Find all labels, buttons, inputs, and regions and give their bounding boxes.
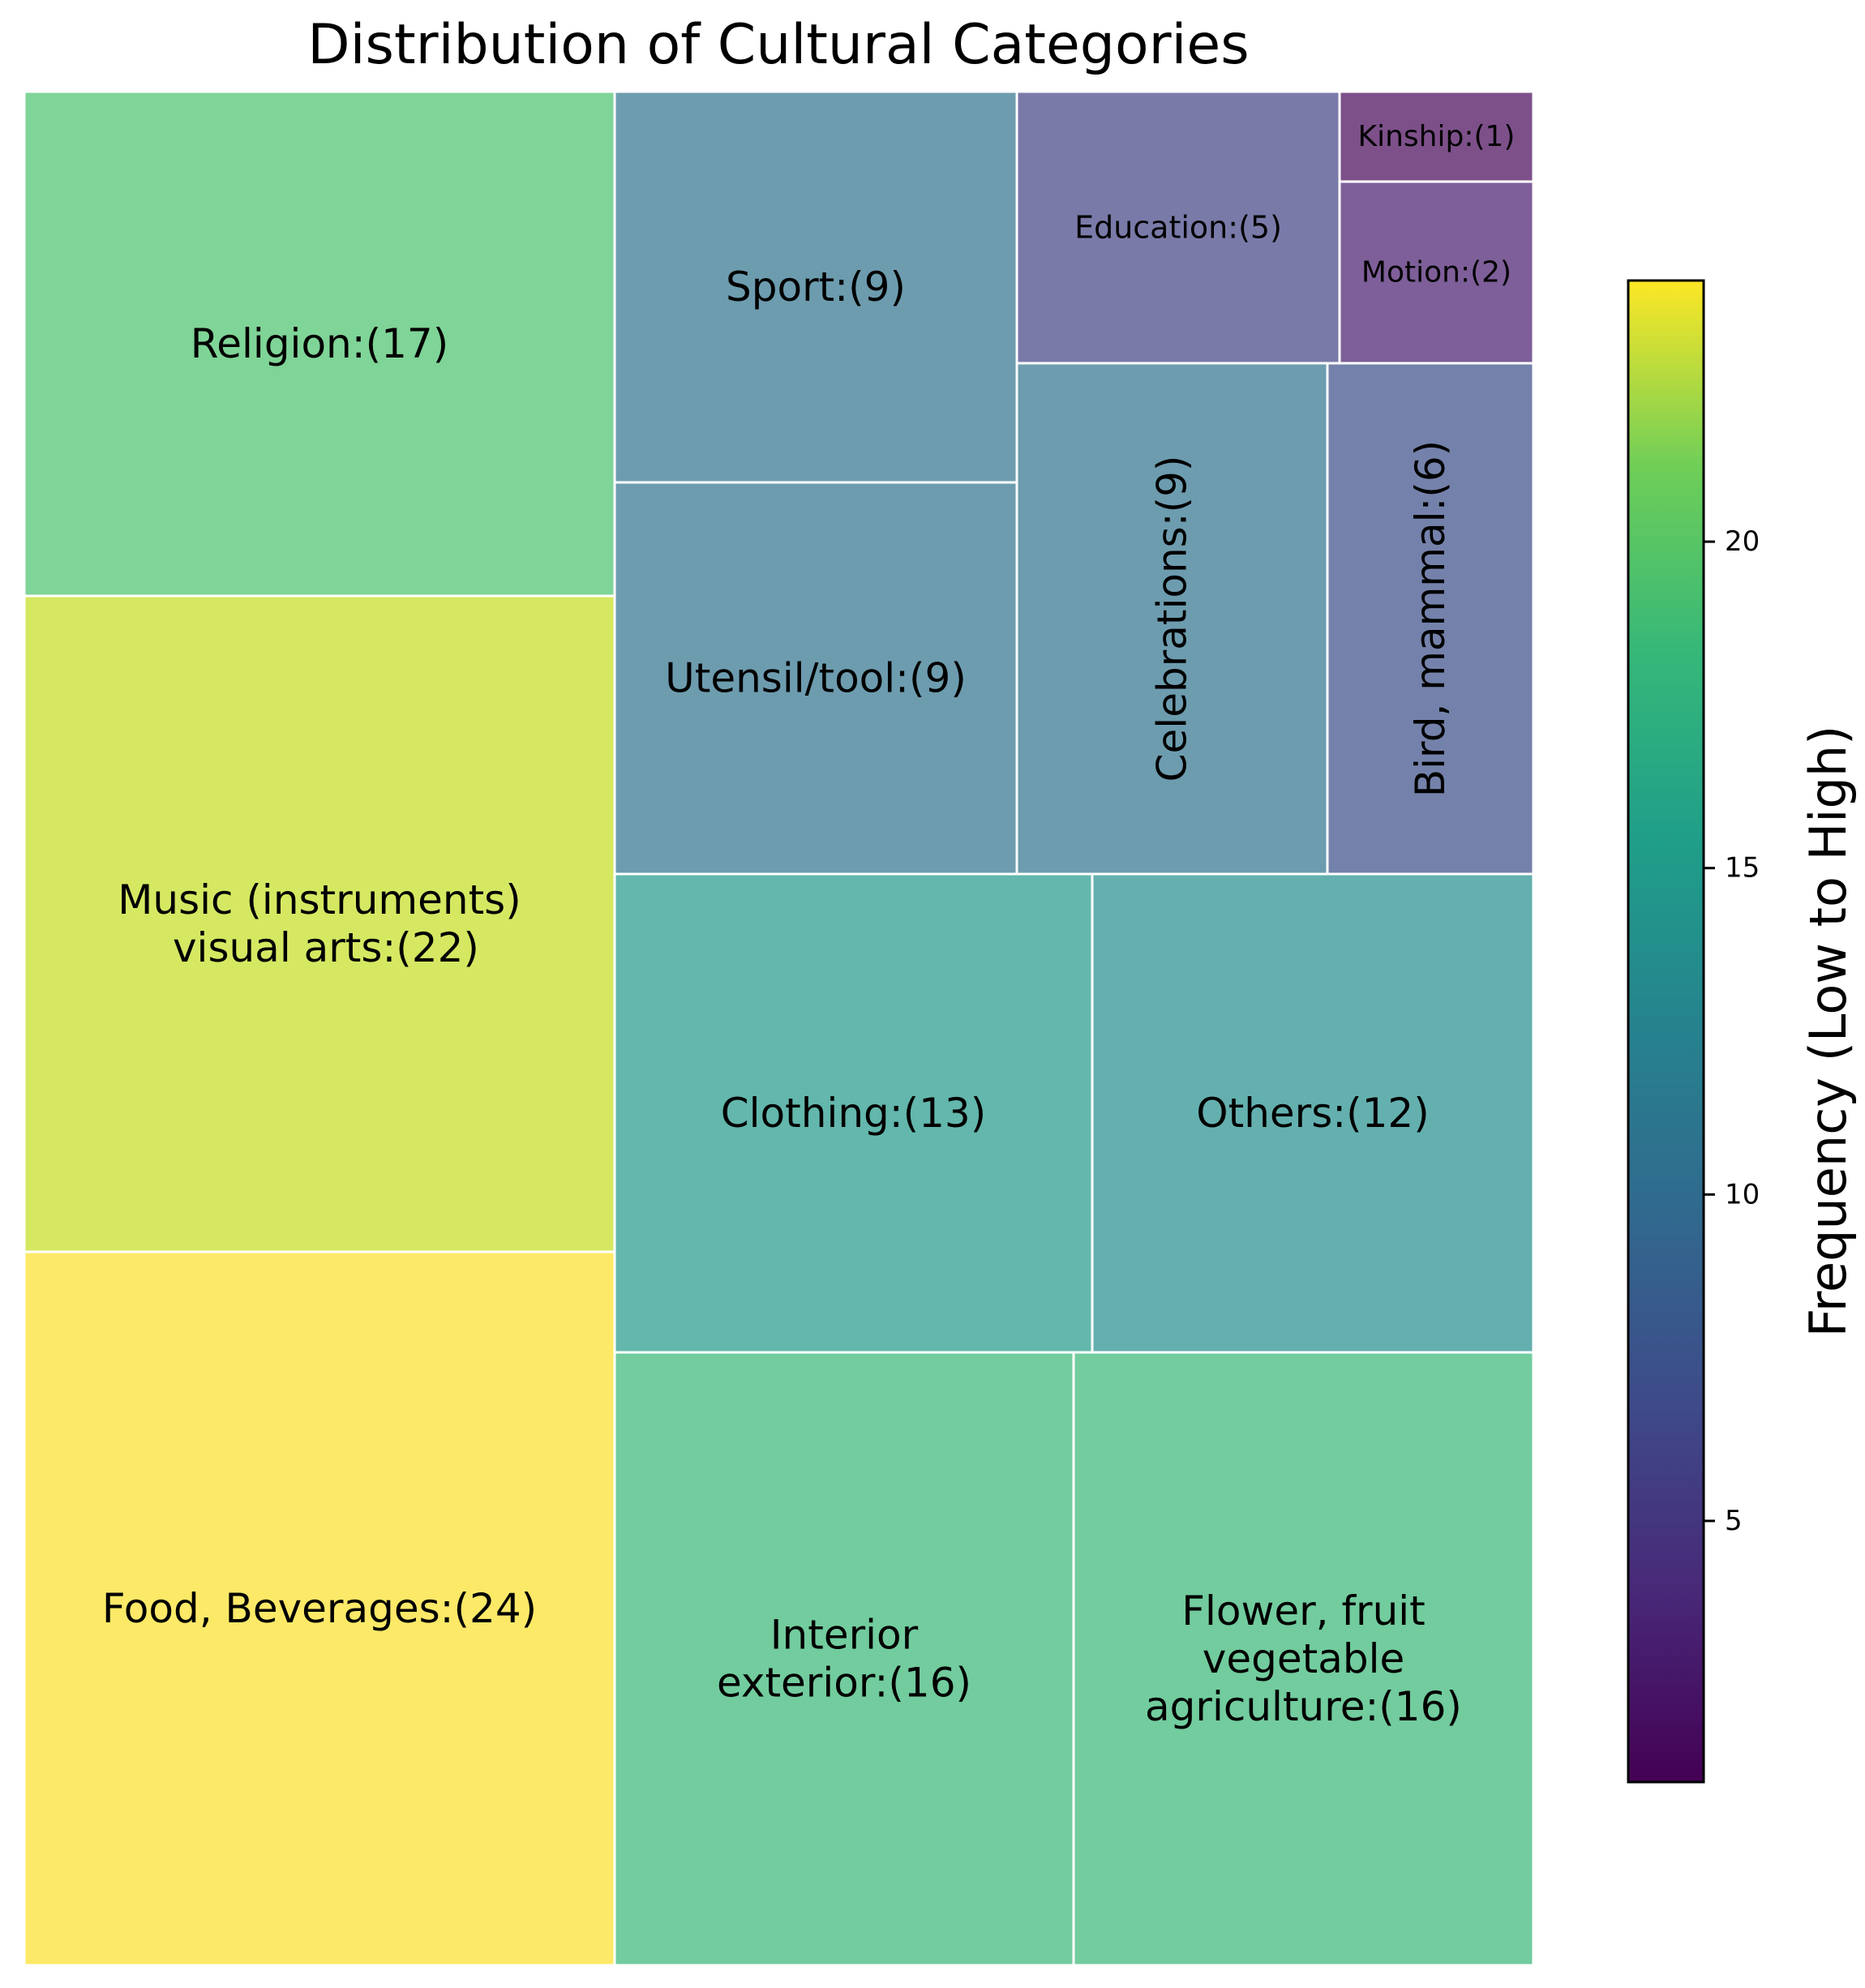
treemap-label-line: visual arts:(22) xyxy=(160,924,479,971)
treemap-label-sport: Sport:(9) xyxy=(726,263,906,311)
treemap-label-bird: Bird, mammal:(6) xyxy=(1407,440,1454,797)
chart-title: Distribution of Cultural Categories xyxy=(307,13,1249,77)
colorbar-label: Frequency (Low to High) xyxy=(1799,726,1858,1338)
treemap-label-line: Utensil/tool:(9) xyxy=(665,655,967,702)
treemap-cell-flower xyxy=(1072,1351,1535,1967)
treemap-label-education: Education:(5) xyxy=(1074,210,1282,246)
treemap-label-religion: Religion:(17) xyxy=(191,320,448,367)
treemap-label-line: Food, Beverages:(24) xyxy=(102,1585,537,1632)
treemap-cell-others xyxy=(1091,872,1535,1354)
treemap-label-line: Religion:(17) xyxy=(191,320,448,367)
treemap-cell-education xyxy=(1015,90,1341,365)
treemap-label-line: Music (instruments) xyxy=(118,876,521,923)
treemap-cell-food xyxy=(23,1250,616,1967)
colorbar: 5 10 15 20 Frequency (Low to High) xyxy=(1627,279,1858,1784)
treemap-cell-sport xyxy=(613,90,1018,484)
treemap-label-music: Music (instruments) visual arts:(22) xyxy=(118,876,521,971)
treemap-label-utensil: Utensil/tool:(9) xyxy=(665,655,967,702)
treemap-label-line: Clothing:(13) xyxy=(721,1090,987,1137)
treemap-label-line: Education:(5) xyxy=(1074,210,1282,246)
treemap-label-line: vegetable xyxy=(1203,1635,1405,1682)
colorbar-tick-label: 15 xyxy=(1725,852,1760,885)
colorbar-tick-label: 5 xyxy=(1725,1505,1743,1537)
treemap-cell-motion xyxy=(1338,180,1535,365)
colorbar-gradient xyxy=(1627,279,1705,1784)
treemap-label-motion: Motion:(2) xyxy=(1361,256,1511,289)
treemap-label-clothing: Clothing:(13) xyxy=(721,1090,987,1137)
treemap-label-line: Flower, fruit xyxy=(1181,1587,1426,1635)
treemap-cell-utensil xyxy=(613,481,1018,876)
treemap-label-line: agriculture:(16) xyxy=(1145,1683,1462,1730)
treemap-label-others: Others:(12) xyxy=(1196,1090,1430,1137)
treemap-label-line: Interior xyxy=(770,1612,919,1659)
treemap-label-food: Food, Beverages:(24) xyxy=(102,1585,537,1632)
treemap-label-kinship: Kinship:(1) xyxy=(1358,120,1516,153)
treemap-label-line: exterior:(16) xyxy=(717,1660,971,1707)
treemap-label-line: Others:(12) xyxy=(1196,1090,1430,1137)
treemap-cell-religion xyxy=(23,90,616,598)
colorbar-tick-label: 20 xyxy=(1725,525,1760,558)
treemap-label-flower: Flower, fruit vegetable agriculture:(16) xyxy=(1145,1587,1462,1730)
treemap-label-line: Motion:(2) xyxy=(1361,256,1511,289)
treemap-cell-bird xyxy=(1326,362,1535,876)
treemap-cell-music xyxy=(23,594,616,1253)
treemap-cell-interior xyxy=(613,1351,1075,1967)
treemap-label-line: Sport:(9) xyxy=(726,263,906,311)
treemap-cells: Religion:(17) Music (instruments) visual … xyxy=(23,90,1535,1967)
colorbar-tick-label: 10 xyxy=(1725,1178,1760,1210)
colorbar-ticks: 5 10 15 20 xyxy=(1704,525,1760,1537)
treemap-label-celebrations: Celebrations:(9) xyxy=(1149,456,1196,782)
treemap-label-line: Kinship:(1) xyxy=(1358,120,1516,153)
treemap-label-interior: Interior exterior:(16) xyxy=(717,1612,971,1707)
